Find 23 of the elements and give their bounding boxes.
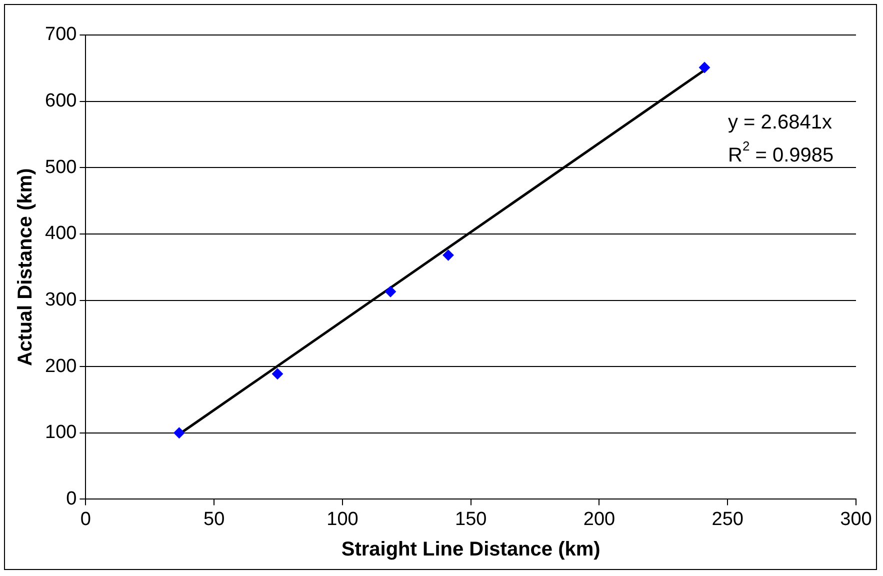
point — [699, 62, 710, 73]
y-tick-label: 600 — [45, 90, 77, 112]
y-tick-label: 500 — [45, 156, 77, 178]
point — [442, 250, 454, 261]
y-tick-label: 400 — [45, 223, 77, 244]
x-tick-label: 250 — [712, 508, 744, 530]
x-tick-label: 50 — [204, 508, 225, 530]
x-tick-label: 0 — [80, 508, 91, 530]
x-tick-label: 300 — [840, 508, 872, 530]
y-axis-title: Actual Distance (km) — [14, 168, 37, 366]
y-tick-label: 300 — [45, 289, 77, 310]
x-tick-label: 150 — [455, 508, 487, 530]
y-tick-label: 100 — [45, 422, 77, 444]
x-axis-title: Straight Line Distance (km) — [341, 538, 600, 561]
annotation: y = 2.6841x — [728, 112, 832, 134]
x-tick-label: 100 — [326, 508, 358, 530]
y-tick-label: 700 — [45, 24, 77, 46]
x-tick-label: 200 — [583, 508, 616, 530]
y-tick-label: 200 — [45, 356, 77, 377]
point — [384, 286, 396, 298]
point — [272, 368, 284, 380]
y-tick-label: 0 — [66, 488, 77, 510]
point — [174, 427, 185, 438]
